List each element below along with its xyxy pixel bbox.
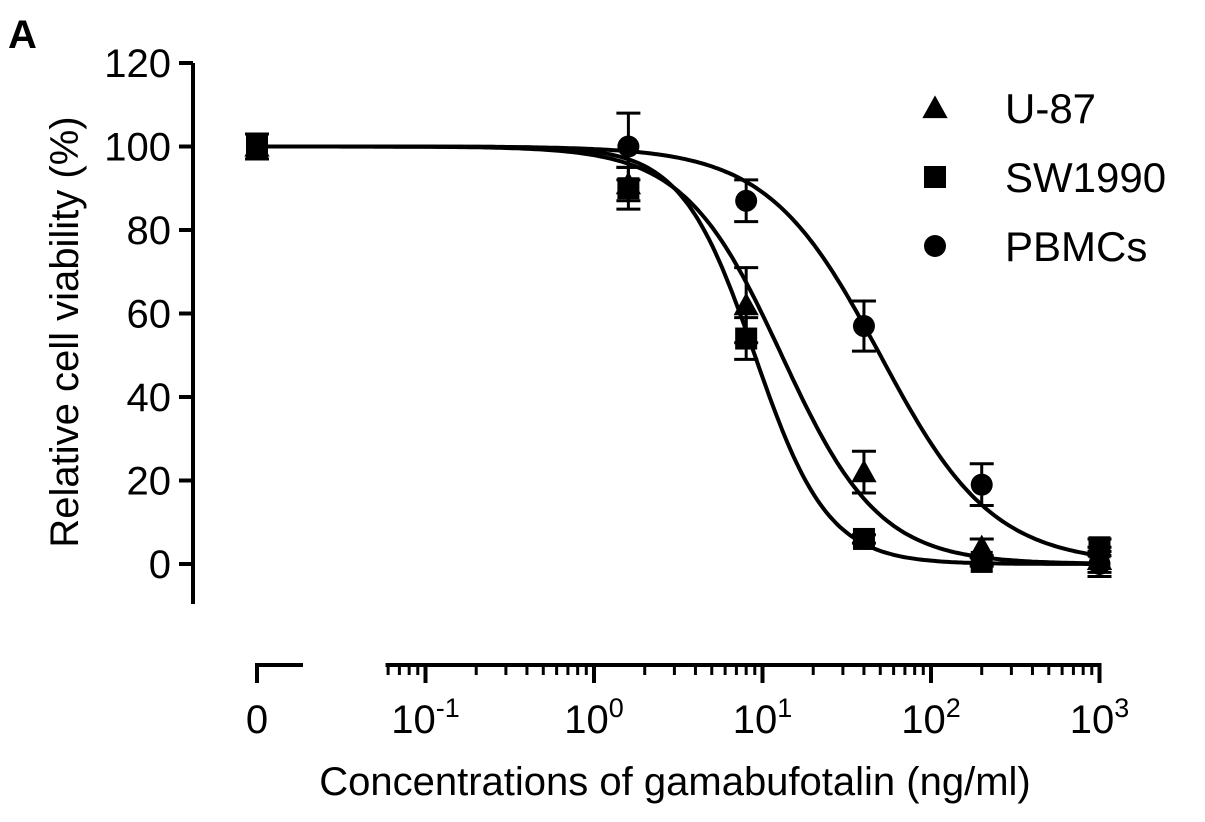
- x-axis-label: Concentrations of gamabufotalin (ng/ml): [319, 760, 1030, 804]
- data-point-pbmcs: [246, 135, 268, 158]
- fit-curves: [257, 144, 1100, 566]
- y-tick-label: 80: [127, 209, 172, 253]
- data-point-sw1990: [617, 177, 640, 200]
- data-point-pbmcs: [617, 135, 640, 158]
- y-tick-label: 20: [127, 460, 172, 504]
- legend-label-u-87: U-87: [1005, 85, 1096, 132]
- data-markers: [244, 133, 1113, 575]
- legend-marker-u-87: [922, 95, 948, 119]
- x-tick-label: 100: [564, 693, 624, 742]
- x-tick-label: 102: [901, 693, 961, 742]
- data-point-pbmcs: [852, 315, 875, 338]
- data-point-u-87: [851, 459, 877, 483]
- x-tick-label: 101: [733, 693, 793, 742]
- y-tick-label: 0: [149, 543, 171, 587]
- data-point-pbmcs: [970, 473, 993, 496]
- y-tick-label: 60: [127, 293, 172, 337]
- legend-marker-sw1990: [924, 166, 946, 188]
- data-point-pbmcs: [1088, 553, 1111, 575]
- legend-marker-pbmcs: [924, 235, 946, 257]
- x-axis: 0 10-1 100 101 102 103: [246, 663, 1130, 742]
- error-bars: [245, 111, 1112, 579]
- panel-label: A: [8, 13, 37, 57]
- fit-curve-pbmcs: [257, 144, 1100, 558]
- y-tick-label: 40: [127, 376, 172, 420]
- y-axis: 0 20 40 60 80 100 120: [104, 42, 195, 604]
- y-tick-label: 100: [104, 126, 171, 170]
- legend-label-sw1990: SW1990: [1005, 154, 1166, 201]
- x-tick-label: 0: [246, 698, 268, 742]
- legend: U-87 SW1990 PBMCs: [922, 85, 1166, 270]
- x-tick-label: 103: [1070, 693, 1130, 742]
- data-point-pbmcs: [735, 189, 758, 212]
- y-tick-label: 120: [104, 42, 171, 86]
- data-point-sw1990: [970, 550, 993, 573]
- data-point-sw1990: [735, 327, 758, 350]
- legend-label-pbmcs: PBMCs: [1005, 223, 1147, 270]
- data-point-sw1990: [1088, 536, 1111, 559]
- data-point-sw1990: [852, 527, 875, 550]
- x-tick-label: 10-1: [391, 693, 460, 742]
- y-axis-label: Relative cell viability (%): [43, 116, 87, 547]
- fit-curve-u-87: [257, 144, 1100, 566]
- data-point-u-87: [733, 292, 759, 316]
- fit-curve-sw1990: [257, 144, 1100, 566]
